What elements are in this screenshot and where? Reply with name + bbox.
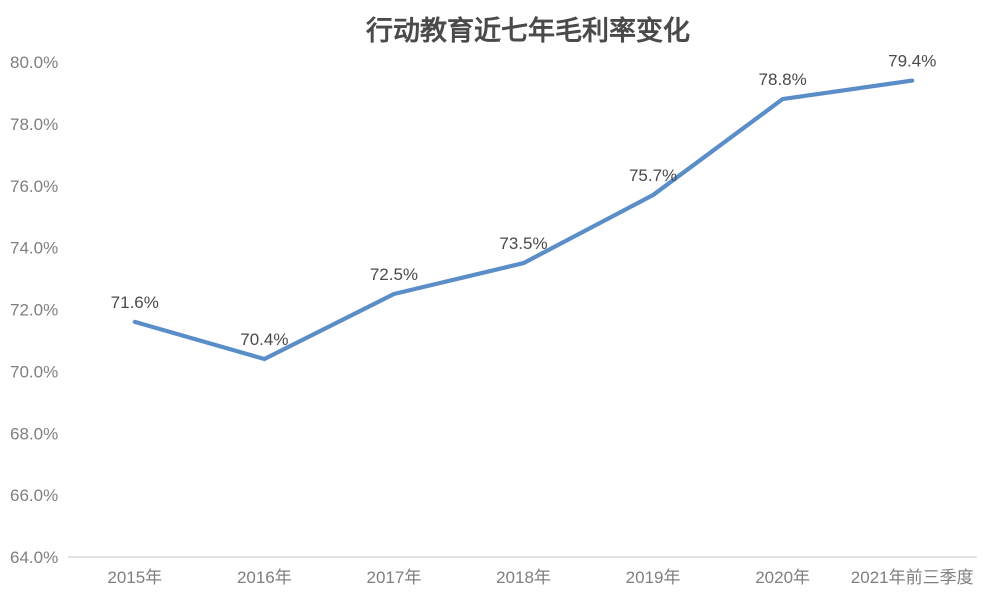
data-labels-group: 71.6% 70.4% 72.5% 73.5% 75.7% 78.8% 79.4% xyxy=(111,52,937,349)
x-tick-label: 2015年 xyxy=(107,568,162,587)
y-tick-label: 64.0% xyxy=(10,548,58,567)
y-axis-tick-labels: 64.0% 66.0% 68.0% 70.0% 72.0% 74.0% 76.0% 78.0%… xyxy=(10,53,58,567)
series-line xyxy=(132,78,915,362)
data-label: 79.4% xyxy=(888,52,936,71)
x-tick-label: 2018年 xyxy=(496,568,551,587)
y-tick-label: 66.0% xyxy=(10,486,58,505)
chart-title-group: 行动教育近七年毛利率变化 xyxy=(365,15,690,46)
data-label: 78.8% xyxy=(759,70,807,89)
y-tick-label: 80.0% xyxy=(10,53,58,72)
y-tick-label: 78.0% xyxy=(10,115,58,134)
x-tick-label: 2020年 xyxy=(755,568,810,587)
x-tick-label: 2019年 xyxy=(626,568,681,587)
y-tick-label: 68.0% xyxy=(10,424,58,443)
chart-title: 行动教育近七年毛利率变化 xyxy=(365,15,690,46)
x-tick-label: 2021年前三季度 xyxy=(851,568,974,587)
y-tick-label: 70.0% xyxy=(10,362,58,381)
x-axis-tick-labels: 2015年 2016年 2017年 2018年 2019年 2020年 2021年前三季度 xyxy=(107,568,973,587)
data-label: 70.4% xyxy=(240,330,288,349)
y-tick-label: 76.0% xyxy=(10,177,58,196)
x-tick-label: 2017年 xyxy=(367,568,422,587)
series-line-group xyxy=(132,78,915,362)
data-label: 71.6% xyxy=(111,293,159,312)
y-tick-label: 72.0% xyxy=(10,301,58,320)
data-label: 72.5% xyxy=(370,265,418,284)
data-label: 73.5% xyxy=(499,234,547,253)
x-tick-label: 2016年 xyxy=(237,568,292,587)
data-label: 75.7% xyxy=(629,166,677,185)
y-tick-label: 74.0% xyxy=(10,239,58,258)
